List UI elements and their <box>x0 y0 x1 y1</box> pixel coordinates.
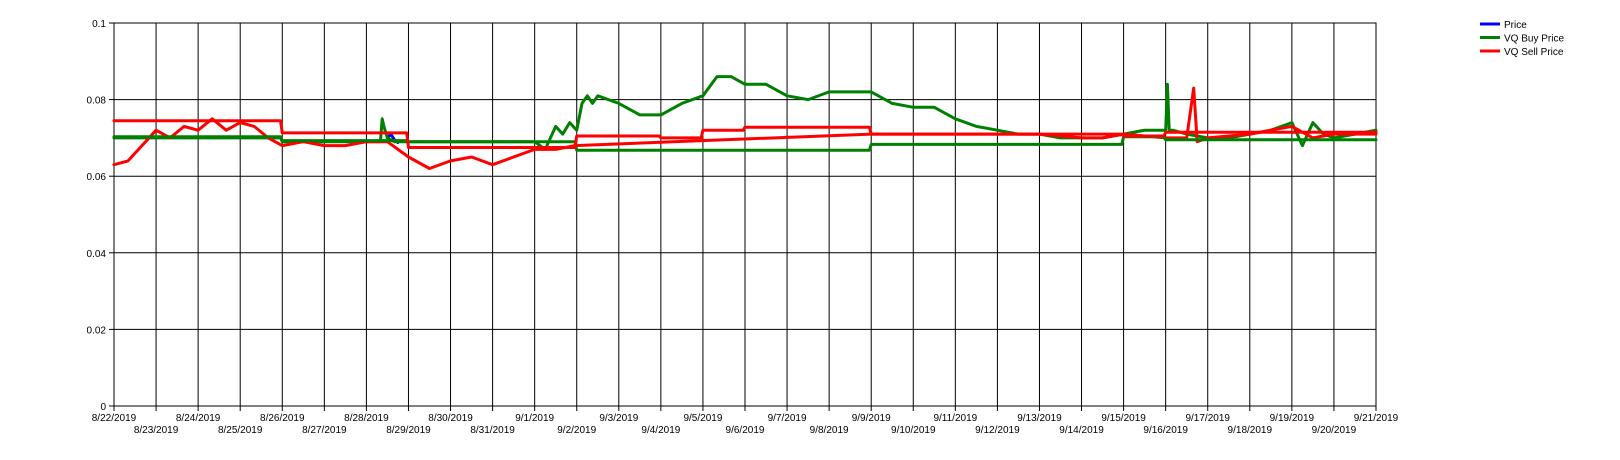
x-tick-label: 9/16/2019 <box>1143 425 1188 436</box>
x-tick-label: 9/21/2019 <box>1354 413 1399 424</box>
x-tick-label: 8/23/2019 <box>134 425 179 436</box>
series-reference-line <box>112 119 1378 149</box>
x-tick-label: 8/29/2019 <box>386 425 431 436</box>
legend-label-vq-buy-price: VQ Buy Price <box>1504 34 1564 45</box>
x-tick-label: 8/25/2019 <box>218 425 263 436</box>
x-tick-label: 9/10/2019 <box>891 425 936 436</box>
x-tick-label: 9/4/2019 <box>641 425 680 436</box>
legend-label-price: Price <box>1504 20 1527 31</box>
y-tick-label: 0 <box>100 402 106 413</box>
legend-label-vq-sell-price: VQ Sell Price <box>1504 47 1564 58</box>
y-tick-label: 0.04 <box>87 249 107 260</box>
x-tick-label: 9/1/2019 <box>515 413 554 424</box>
x-tick-label: 9/6/2019 <box>726 425 765 436</box>
x-tick-label: 8/24/2019 <box>176 413 221 424</box>
series-layer <box>112 75 1378 170</box>
y-tick-label: 0.1 <box>92 19 106 30</box>
x-tick-label: 9/8/2019 <box>810 425 849 436</box>
x-tick-label: 8/30/2019 <box>428 413 473 424</box>
x-tick-label: 9/15/2019 <box>1101 413 1146 424</box>
x-tick-label: 9/5/2019 <box>683 413 722 424</box>
x-tick-label: 9/13/2019 <box>1017 413 1062 424</box>
x-tick-label: 8/28/2019 <box>344 413 389 424</box>
y-tick-label: 0.06 <box>87 172 107 183</box>
x-tick-label: 9/9/2019 <box>852 413 891 424</box>
x-tick-label: 9/11/2019 <box>933 413 977 424</box>
x-tick-label: 9/17/2019 <box>1185 413 1230 424</box>
x-tick-label: 9/14/2019 <box>1059 425 1104 436</box>
x-tick-label: 8/27/2019 <box>302 425 347 436</box>
x-tick-label: 8/31/2019 <box>470 425 515 436</box>
x-tick-label: 9/2/2019 <box>557 425 596 436</box>
axes: 8/22/20198/23/20198/24/20198/25/20198/26… <box>87 19 1399 436</box>
y-tick-label: 0.02 <box>87 325 107 336</box>
y-tick-label: 0.08 <box>87 96 107 107</box>
x-tick-label: 9/7/2019 <box>768 413 807 424</box>
x-tick-label: 9/18/2019 <box>1228 425 1273 436</box>
x-tick-label: 9/12/2019 <box>975 425 1020 436</box>
x-tick-label: 8/26/2019 <box>260 413 305 424</box>
grid <box>113 22 1377 407</box>
x-tick-label: 9/3/2019 <box>599 413 638 424</box>
legend: Price VQ Buy Price VQ Sell Price <box>1480 20 1564 58</box>
x-tick-label: 9/20/2019 <box>1312 425 1357 436</box>
x-tick-label: 8/22/2019 <box>92 413 137 424</box>
x-tick-label: 9/19/2019 <box>1270 413 1315 424</box>
